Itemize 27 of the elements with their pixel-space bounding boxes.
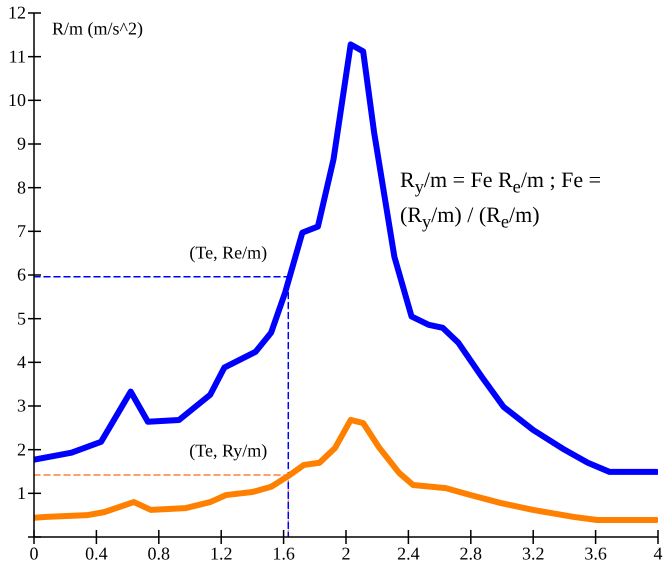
x-tick-label: 2 <box>342 544 350 563</box>
y-tick-label: 1 <box>17 483 26 504</box>
x-tick-label: 2.8 <box>460 544 482 563</box>
y-tick-label: 11 <box>8 46 26 66</box>
x-tick-label: 3.6 <box>584 544 607 563</box>
y-axis-title: R/m (m/s^2) <box>52 18 143 39</box>
text: R$_{y}$/m = Fe R$_{e}$/m ; Fe = (R$_{y}$/m) / (R$_{e}$/m) <box>400 167 602 232</box>
x-tick-label: 1.6 <box>272 544 295 563</box>
annotation: (Te, Re/m) <box>189 242 268 262</box>
y-tick-label: 7 <box>17 221 26 242</box>
y-tick-label: 4 <box>17 352 26 372</box>
y-tick-label: 9 <box>17 134 26 154</box>
x-tick-label: 0.4 <box>85 544 108 563</box>
y-tick-label: 10 <box>8 90 26 110</box>
y-tick-label: 8 <box>17 177 26 198</box>
x-tick-label: 2.4 <box>397 544 420 563</box>
y-tick-label: 2 <box>17 439 26 460</box>
x-tick-label: 0.8 <box>148 544 170 563</box>
x-tick-label: 1.2 <box>210 544 232 563</box>
y-tick-label: 6 <box>17 264 26 285</box>
x-tick-label: 4 <box>654 544 662 563</box>
y-tick-label: 3 <box>17 396 26 416</box>
x-tick-label: 3.2 <box>522 544 544 563</box>
annotation: (Te, Ry/m) <box>189 440 268 461</box>
y-tick-label: 12 <box>8 2 26 23</box>
y-tick-label: 5 <box>17 308 26 328</box>
x-tick-label: 0 <box>30 544 38 563</box>
